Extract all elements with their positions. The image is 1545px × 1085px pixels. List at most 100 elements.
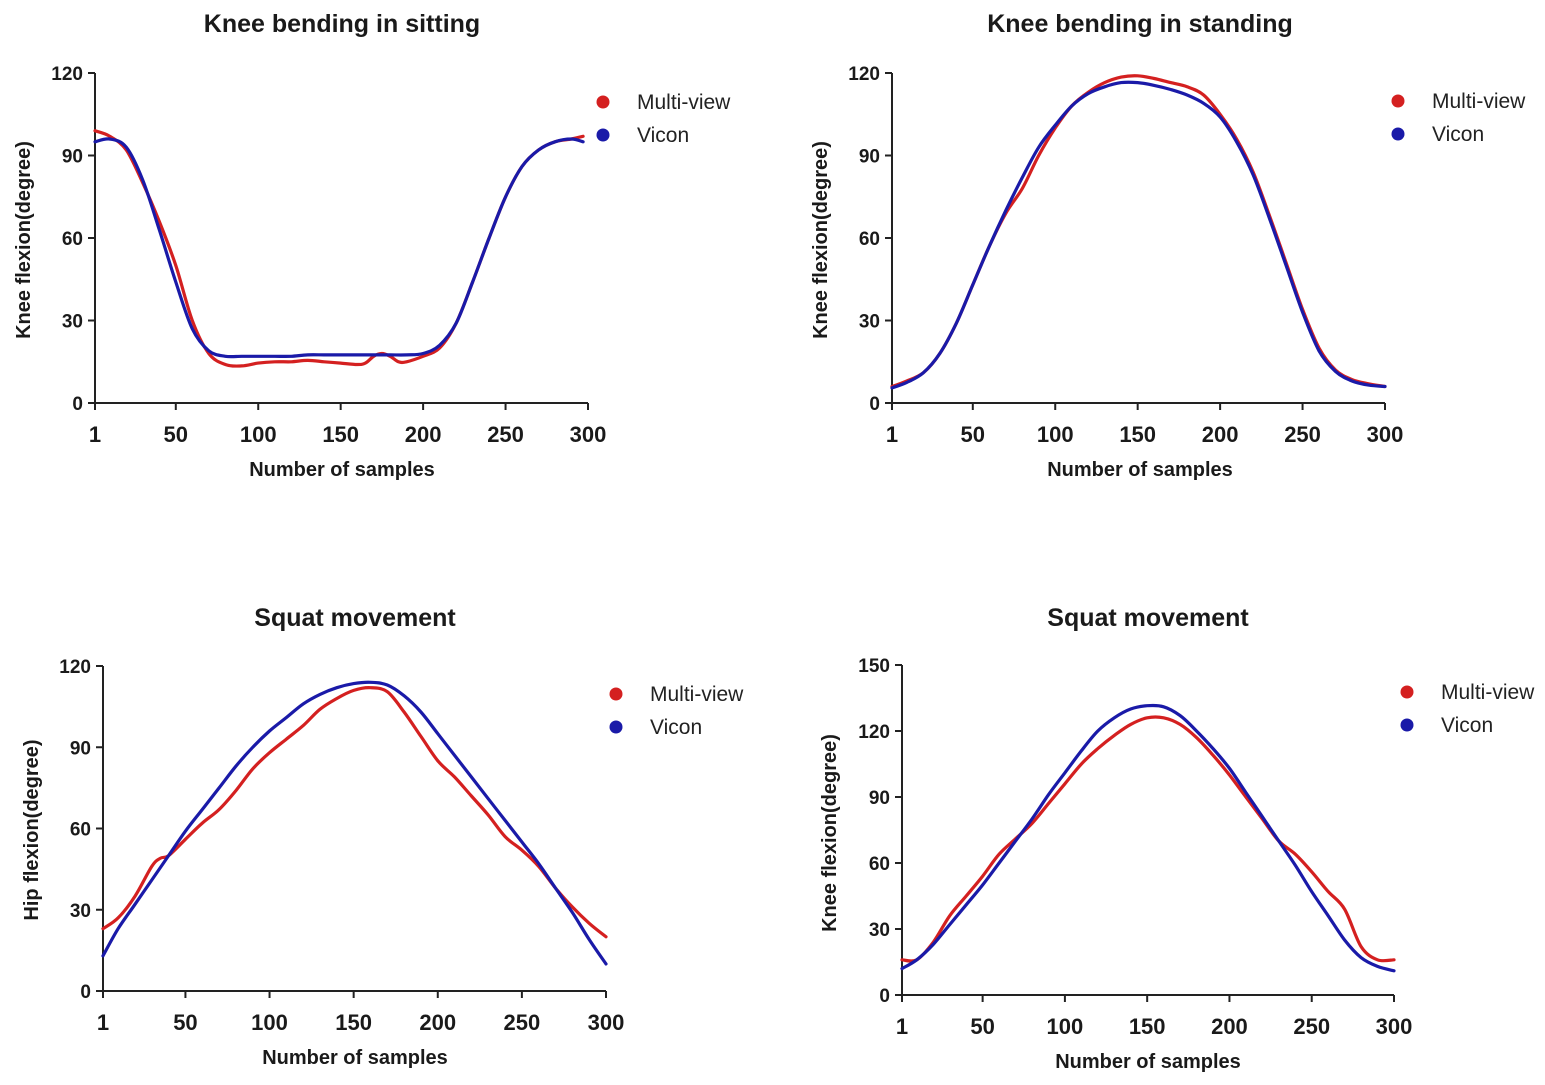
legend-marker-icon [609,687,623,701]
legend-item-multi-view: Multi-view [609,683,744,706]
x-tick-label: 150 [322,422,359,447]
series-line-vicon [890,80,1387,390]
x-tick-label: 200 [1211,1014,1248,1039]
series-group [890,74,1387,390]
x-tick-label: 100 [251,1010,288,1035]
series-line-vicon [900,703,1396,973]
legend-marker-icon [1391,127,1405,141]
legend-marker-icon [596,95,610,109]
x-tick-label: 50 [961,422,985,447]
x-tick-label: 50 [173,1010,197,1035]
y-tick-label: 30 [859,312,880,333]
series-group [93,129,585,368]
legend-item-multi-view: Multi-view [596,91,731,114]
x-tick-label: 1 [886,422,898,447]
x-tick-label: 150 [335,1010,372,1035]
y-axis-label: Knee flexion(degree) [819,734,841,932]
legend: Multi-view Vicon [1391,90,1526,146]
legend-marker-icon [1400,685,1414,699]
legend-item-vicon: Vicon [1400,714,1493,737]
x-tick-label: 1 [97,1010,109,1035]
chart-title: Squat movement [254,604,456,632]
y-tick-label: 30 [62,312,83,333]
legend-label: Vicon [1432,123,1484,146]
y-tick-label: 90 [62,147,83,168]
y-tick-label: 30 [70,901,91,922]
legend-label: Multi-view [637,91,731,114]
x-tick-label: 200 [419,1010,456,1035]
chart-squat-hip: Squat movement Hip flexion(degree) Numbe… [21,604,744,1069]
series-line-multi-view [890,74,1387,389]
legend-label: Multi-view [1441,681,1535,704]
x-tick-label: 150 [1119,422,1156,447]
x-tick-label: 100 [240,422,277,447]
x-tick-label: 1 [89,422,101,447]
x-tick-label: 200 [405,422,442,447]
x-tick-label: 1 [896,1014,908,1039]
x-tick-label: 300 [588,1010,625,1035]
y-tick-label: 120 [848,64,880,85]
chart-knee-standing: Knee bending in standing Knee flexion(de… [810,10,1526,481]
y-tick-label: 150 [858,656,890,677]
y-tick-label: 90 [869,788,890,809]
chart-title: Knee bending in standing [987,10,1293,38]
y-tick-label: 120 [858,722,890,743]
x-tick-label: 250 [504,1010,541,1035]
chart-knee-sitting: Knee bending in sitting Knee flexion(deg… [13,10,731,481]
series-line-multi-view [900,715,1396,963]
legend-item-vicon: Vicon [596,124,689,147]
y-tick-label: 60 [869,854,890,875]
x-tick-label: 250 [487,422,524,447]
y-tick-label: 60 [62,229,83,250]
x-axis-label: Number of samples [249,459,435,481]
x-tick-label: 150 [1129,1014,1166,1039]
series-group [900,703,1396,973]
y-tick-label: 60 [70,820,91,841]
legend-item-multi-view: Multi-view [1400,681,1535,704]
legend: Multi-view Vicon [596,91,731,147]
x-tick-label: 300 [1367,422,1404,447]
legend-marker-icon [609,720,623,734]
y-tick-label: 0 [879,986,890,1007]
series-group [101,680,608,966]
x-tick-label: 50 [164,422,188,447]
chart-title: Squat movement [1047,604,1249,632]
y-tick-label: 0 [80,982,91,1003]
y-tick-label: 30 [869,920,890,941]
legend: Multi-view Vicon [609,683,744,739]
y-tick-label: 120 [51,64,83,85]
series-line-multi-view [101,686,608,939]
x-axis-label: Number of samples [1047,459,1233,481]
legend-item-vicon: Vicon [609,716,702,739]
y-tick-label: 0 [869,394,880,415]
x-tick-label: 300 [1376,1014,1413,1039]
x-tick-label: 250 [1284,422,1321,447]
legend-label: Vicon [637,124,689,147]
x-tick-label: 50 [970,1014,994,1039]
x-tick-label: 250 [1293,1014,1330,1039]
legend-marker-icon [596,128,610,142]
y-tick-label: 120 [59,657,91,678]
x-axis-label: Number of samples [1055,1051,1241,1073]
legend-label: Vicon [1441,714,1493,737]
legend-item-multi-view: Multi-view [1391,90,1526,113]
x-tick-label: 300 [570,422,607,447]
y-axis-label: Knee flexion(degree) [13,141,35,339]
x-tick-label: 200 [1202,422,1239,447]
legend: Multi-view Vicon [1400,681,1535,737]
legend-item-vicon: Vicon [1391,123,1484,146]
series-line-vicon [93,137,585,359]
y-tick-label: 90 [859,147,880,168]
legend-label: Multi-view [1432,90,1526,113]
legend-marker-icon [1391,94,1405,108]
x-tick-label: 100 [1047,1014,1084,1039]
series-line-vicon [101,680,608,966]
chart-squat-knee: Squat movement Knee flexion(degree) Numb… [819,604,1535,1073]
series-line-multi-view [93,129,585,368]
x-tick-label: 100 [1037,422,1074,447]
y-tick-label: 90 [70,738,91,759]
y-axis-label: Knee flexion(degree) [810,141,832,339]
